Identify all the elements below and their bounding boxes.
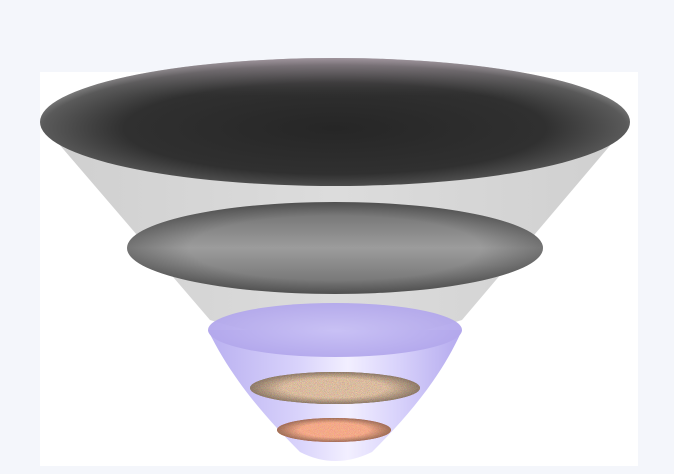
bottom-band-shade [277,418,391,442]
inner-cone-top [208,303,462,357]
middle-disc-edge [127,202,543,294]
top-disc-rim-highlight [40,58,630,186]
textured-band-shade [250,372,420,404]
